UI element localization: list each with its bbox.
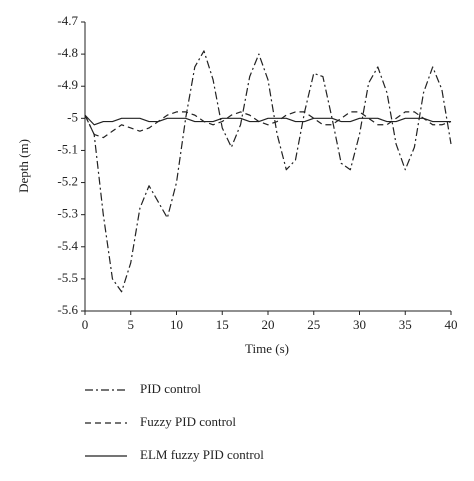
series-line — [84, 111, 452, 139]
x-tick-label: 20 — [262, 317, 275, 332]
y-tick-label: -5 — [67, 109, 78, 124]
x-tick-label: 40 — [445, 317, 458, 332]
x-axis-label: Time (s) — [245, 341, 289, 356]
legend-label: Fuzzy PID control — [140, 414, 236, 429]
y-tick-label: -5.5 — [57, 270, 78, 285]
x-tick-label: 30 — [353, 317, 366, 332]
x-tick-label: 35 — [399, 317, 412, 332]
x-tick-label: 15 — [216, 317, 229, 332]
x-tick-label: 25 — [307, 317, 320, 332]
legend-label: ELM fuzzy PID control — [140, 447, 264, 462]
y-tick-label: -5.1 — [57, 141, 78, 156]
y-tick-label: -4.8 — [57, 45, 78, 60]
y-tick-label: -4.7 — [57, 13, 78, 28]
legend-label: PID control — [140, 381, 201, 396]
y-tick-label: -5.3 — [57, 206, 78, 221]
y-tick-label: -5.6 — [57, 302, 78, 317]
y-tick-label: -5.4 — [57, 238, 78, 253]
series-line — [84, 50, 452, 293]
y-tick-label: -4.9 — [57, 77, 78, 92]
y-tick-label: -5.2 — [57, 174, 78, 189]
series-line — [84, 114, 451, 126]
x-tick-label: 0 — [82, 317, 89, 332]
y-axis-label: Depth (m) — [16, 139, 31, 193]
x-tick-label: 5 — [128, 317, 135, 332]
x-tick-label: 10 — [170, 317, 183, 332]
